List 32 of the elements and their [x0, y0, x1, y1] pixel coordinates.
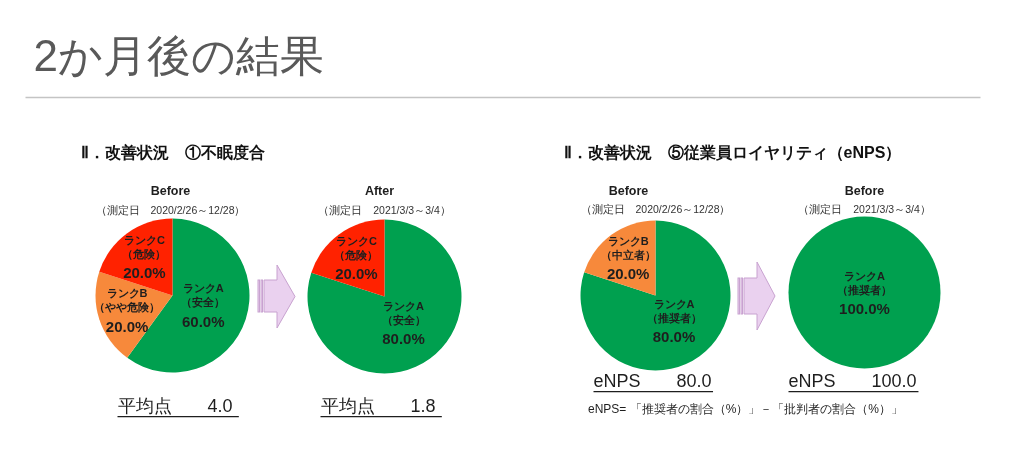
text: 平均点 4.0 [117, 395, 233, 416]
chart-subtitle: （測定日 2021/3/3～3/4） [318, 203, 451, 216]
chart-subtitle: （測定日 2020/2/26～12/28） [95, 203, 246, 216]
chart-title: Before [150, 183, 191, 198]
chart-title: Before [844, 183, 885, 198]
chart-subtitle: （測定日 2020/2/26～12/28） [580, 202, 731, 215]
slice-label: ランクA （推奨者） [837, 269, 892, 297]
chart-title: Before [608, 183, 649, 198]
slice-label: ランクA （推奨者） [646, 297, 702, 325]
slice-label: ランクA （安全） [381, 299, 426, 327]
data-label: 80.0% [652, 328, 696, 346]
data-label: 80.0% [382, 330, 425, 348]
text: 2か月後の結果 [33, 31, 324, 80]
text: Ⅱ．改善状況 ⑤従業員ロイヤリティ（eNPS） [563, 143, 902, 162]
data-label: 20.0% [606, 265, 650, 283]
data-label: 100.0% [839, 300, 890, 317]
chart-title: After [364, 183, 395, 198]
text: eNPS 80.0 [593, 370, 712, 391]
slice-label: ランクC （危険） [122, 233, 167, 261]
slice-label: ランクB （中立者） [600, 234, 656, 262]
text: 平均点 1.8 [320, 395, 436, 416]
chart-subtitle: （測定日 2021/3/3～3/4） [798, 202, 931, 215]
slice-label: ランクC （危険） [334, 234, 379, 262]
slice-label: ランクA （安全） [181, 282, 226, 310]
data-label: 20.0% [335, 265, 378, 283]
data-label: 20.0% [123, 264, 166, 282]
text: Ⅱ．改善状況 ①不眠度合 [80, 143, 265, 161]
data-label: 60.0% [181, 312, 225, 330]
text: eNPS= 「推奨者の割合（%）」－「批判者の割合（%）」 [587, 401, 904, 416]
data-label: 20.0% [105, 317, 149, 335]
text: eNPS 100.0 [788, 370, 917, 391]
slice-label: ランクB （やや危険） [94, 287, 161, 315]
